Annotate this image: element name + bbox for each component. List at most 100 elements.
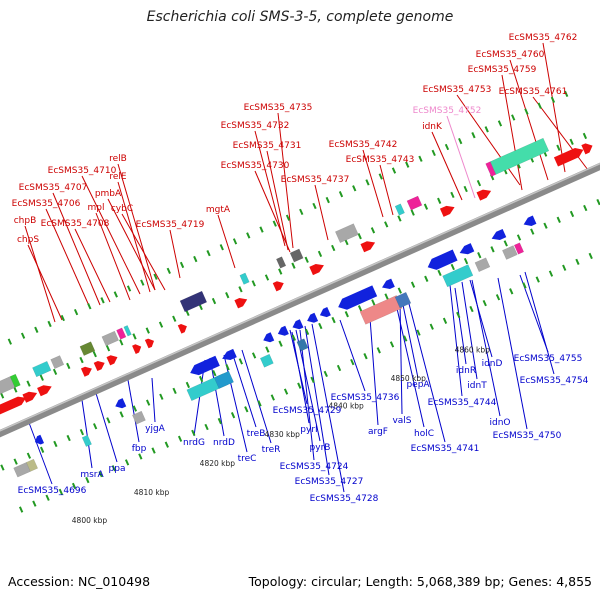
strand-tick (132, 333, 137, 340)
reverse-gene-label: yjgA (145, 424, 166, 434)
forward-leader-line (95, 212, 131, 301)
strand-tick (204, 423, 209, 431)
gene-feature-arrow (523, 215, 537, 226)
reverse-leader-line (401, 299, 419, 379)
reverse-leader-line (291, 331, 310, 424)
strand-tick (403, 335, 408, 342)
strand-tick (437, 269, 442, 277)
gene-feature-box (81, 434, 92, 447)
reverse-gene-label: holC (414, 429, 434, 439)
forward-leader-line (169, 229, 181, 279)
strand-tick (535, 276, 540, 283)
forward-gene-labels: EcSMS35_4762 EcSMS35_4760 EcSMS35_4759 EcSM… (12, 33, 578, 245)
strand-tick (225, 364, 230, 371)
forward-gene-label: EcSMS35_4742 (329, 140, 398, 150)
gene-feature-arrow (307, 312, 319, 323)
reverse-leader-line (497, 277, 528, 430)
strand-tick (66, 434, 71, 442)
forward-leader-line (501, 74, 523, 191)
reverse-gene-label: pepA (406, 380, 430, 390)
strand-tick (357, 233, 362, 240)
strand-tick (556, 216, 561, 223)
gene-feature-arrow (34, 434, 45, 445)
kbp-label: 4850 kbp (391, 374, 427, 383)
strand-tick (212, 370, 217, 377)
strand-tick (365, 179, 370, 186)
strand-tick (456, 311, 461, 319)
strand-tick (193, 255, 198, 263)
gene-feature-arrow (277, 325, 289, 336)
strand-tick (265, 346, 270, 353)
strand-tick (477, 252, 482, 259)
reverse-gene-label: EcSMS35_4736 (331, 393, 400, 403)
strand-tick (60, 314, 65, 322)
forward-leader-line (24, 225, 56, 323)
gene-feature-arrow (115, 398, 127, 409)
strand-tick (424, 275, 429, 282)
reverse-gene-label: idnD (482, 359, 503, 369)
gene-feature-arrow (476, 189, 492, 201)
forward-gene-label: idnK (422, 122, 443, 132)
gene-feature-box (50, 355, 65, 370)
strand-tick (378, 173, 383, 180)
strand-tick (272, 220, 277, 227)
strand-tick (503, 240, 508, 247)
strand-tick (484, 126, 489, 133)
strand-tick (259, 226, 264, 233)
strand-tick (524, 108, 529, 115)
reverse-leader-line (407, 299, 446, 443)
reverse-leader-line (461, 281, 478, 380)
reverse-leader-line (471, 279, 501, 417)
strand-tick (140, 279, 145, 286)
strand-tick (516, 234, 522, 241)
forward-leader-line (52, 192, 101, 306)
gene-feature-box (213, 370, 234, 389)
strand-tick (304, 328, 310, 336)
genome-summary-text: Topology: circular; Length: 5,068,389 bp… (248, 574, 592, 589)
strand-tick (450, 263, 455, 271)
strand-tick (291, 334, 296, 341)
strand-tick (105, 345, 111, 352)
gene-feature-box (334, 223, 359, 244)
strand-tick (350, 358, 355, 366)
strand-tick (132, 405, 138, 412)
strand-tick (251, 280, 256, 287)
forward-leader-line (117, 181, 151, 293)
gene-feature-box (474, 257, 491, 273)
strand-tick (20, 332, 26, 339)
gene-feature-box (123, 325, 132, 337)
strand-tick (352, 185, 357, 192)
gene-feature-box (296, 338, 309, 352)
strand-tick (318, 322, 323, 330)
strand-tick (73, 308, 79, 316)
strand-tick (185, 309, 190, 317)
gene-feature-box (485, 161, 497, 177)
reverse-gene-label: treB (247, 429, 266, 439)
strand-tick (582, 132, 588, 140)
forward-leader-line (362, 149, 384, 218)
gene-feature-box (239, 272, 250, 285)
kbp-label: 4810 kbp (134, 488, 170, 497)
forward-gene-label: EcSMS35_4737 (281, 175, 350, 185)
strand-tick (537, 102, 542, 109)
strand-tick (79, 428, 85, 436)
gene-feature-arrow (132, 344, 142, 354)
gene-feature-arrow (263, 332, 275, 343)
forward-gene-label: EcSMS35_4759 (468, 65, 537, 75)
strand-tick (238, 286, 243, 293)
forward-leader-line (456, 94, 521, 186)
strand-tick (384, 293, 389, 300)
strand-tick (509, 288, 514, 295)
reverse-leader-line (304, 325, 330, 476)
strand-tick (564, 90, 569, 98)
reverse-gene-label: EcSMS35_4724 (280, 462, 349, 472)
gene-feature-box (132, 410, 146, 425)
reverse-leader-line (369, 317, 379, 426)
reverse-leader-line (241, 349, 272, 444)
strand-tick (469, 305, 474, 313)
forward-gene-label: mgtA (206, 205, 231, 215)
gene-feature-box (259, 353, 274, 368)
strand-tick (119, 339, 124, 346)
strand-tick (206, 250, 211, 257)
reverse-gene-label: treR (262, 445, 281, 455)
